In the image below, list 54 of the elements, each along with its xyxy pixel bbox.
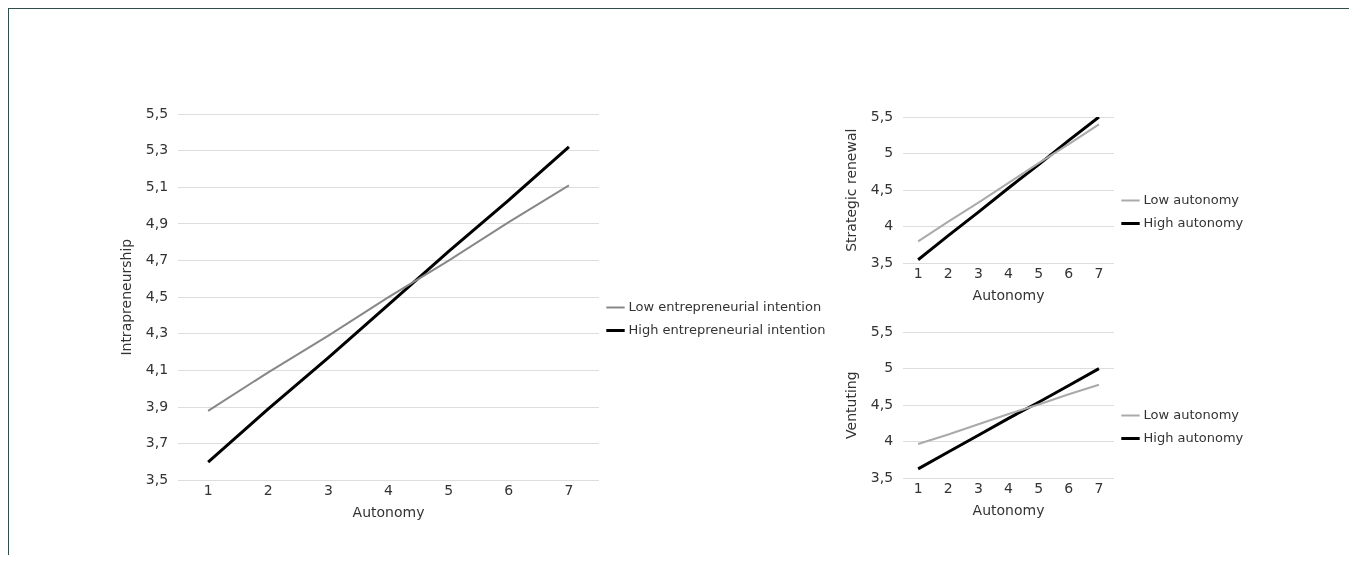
x-tick-label: 3 [973, 480, 983, 497]
x-tick-label: 3 [973, 265, 983, 282]
y-tick-label: 3,5 [870, 254, 894, 271]
x-tick-label: 4 [1004, 480, 1014, 497]
x-tick-label: 7 [1094, 265, 1104, 282]
legend-label: High entrepreneurial intention [628, 321, 826, 337]
x-tick-label: 4 [1004, 265, 1014, 282]
y-tick-label: 3,5 [870, 469, 894, 486]
x-tick-label: 7 [564, 482, 574, 499]
y-axis-title: Strategic renewal [843, 128, 860, 252]
legend-label: Low autonomy [1143, 191, 1240, 207]
legend-label: High autonomy [1143, 429, 1244, 445]
x-tick-label: 5 [444, 482, 454, 499]
x-tick-label: 1 [913, 480, 923, 497]
y-tick-label: 4,9 [145, 214, 169, 231]
legend-label: Low entrepreneurial intention [628, 298, 822, 314]
x-tick-label: 4 [384, 482, 394, 499]
y-tick-label: 4 [884, 432, 894, 449]
x-axis-title: Autonomy [972, 502, 1045, 519]
y-axis-title: Intrapreneurship [118, 238, 135, 356]
y-tick-label: 5,1 [145, 177, 169, 194]
y-tick-label: 5,5 [870, 107, 894, 124]
x-tick-label: 7 [1094, 480, 1104, 497]
y-tick-label: 4,1 [145, 361, 169, 378]
x-tick-label: 2 [943, 480, 953, 497]
x-tick-label: 1 [203, 482, 213, 499]
y-tick-label: 5,5 [145, 104, 169, 121]
x-tick-label: 5 [1034, 480, 1044, 497]
y-tick-label: 4,7 [145, 251, 169, 268]
x-tick-label: 2 [943, 265, 953, 282]
legend-label: High autonomy [1143, 214, 1244, 230]
x-tick-label: 6 [504, 482, 514, 499]
x-tick-label: 6 [1064, 480, 1074, 497]
y-tick-label: 3,5 [145, 471, 169, 488]
x-tick-label: 5 [1034, 265, 1044, 282]
x-axis-title: Autonomy [352, 504, 425, 521]
x-tick-label: 2 [263, 482, 273, 499]
y-tick-label: 4,5 [145, 287, 169, 304]
x-tick-label: 6 [1064, 265, 1074, 282]
y-tick-label: 5,3 [145, 141, 169, 158]
legend-label: Low autonomy [1143, 406, 1240, 422]
x-axis-title: Autonomy [972, 287, 1045, 304]
y-tick-label: 4,3 [145, 324, 169, 341]
y-tick-label: 4,5 [870, 180, 894, 197]
x-tick-label: 3 [323, 482, 333, 499]
y-tick-label: 4 [884, 217, 894, 234]
x-tick-label: 1 [913, 265, 923, 282]
y-tick-label: 4,5 [870, 395, 894, 412]
y-axis-title: Ventuting [843, 371, 860, 439]
y-tick-label: 5 [884, 144, 894, 161]
y-tick-label: 3,9 [145, 397, 169, 414]
y-tick-label: 5 [884, 359, 894, 376]
y-tick-label: 3,7 [145, 434, 169, 451]
y-tick-label: 5,5 [870, 322, 894, 339]
